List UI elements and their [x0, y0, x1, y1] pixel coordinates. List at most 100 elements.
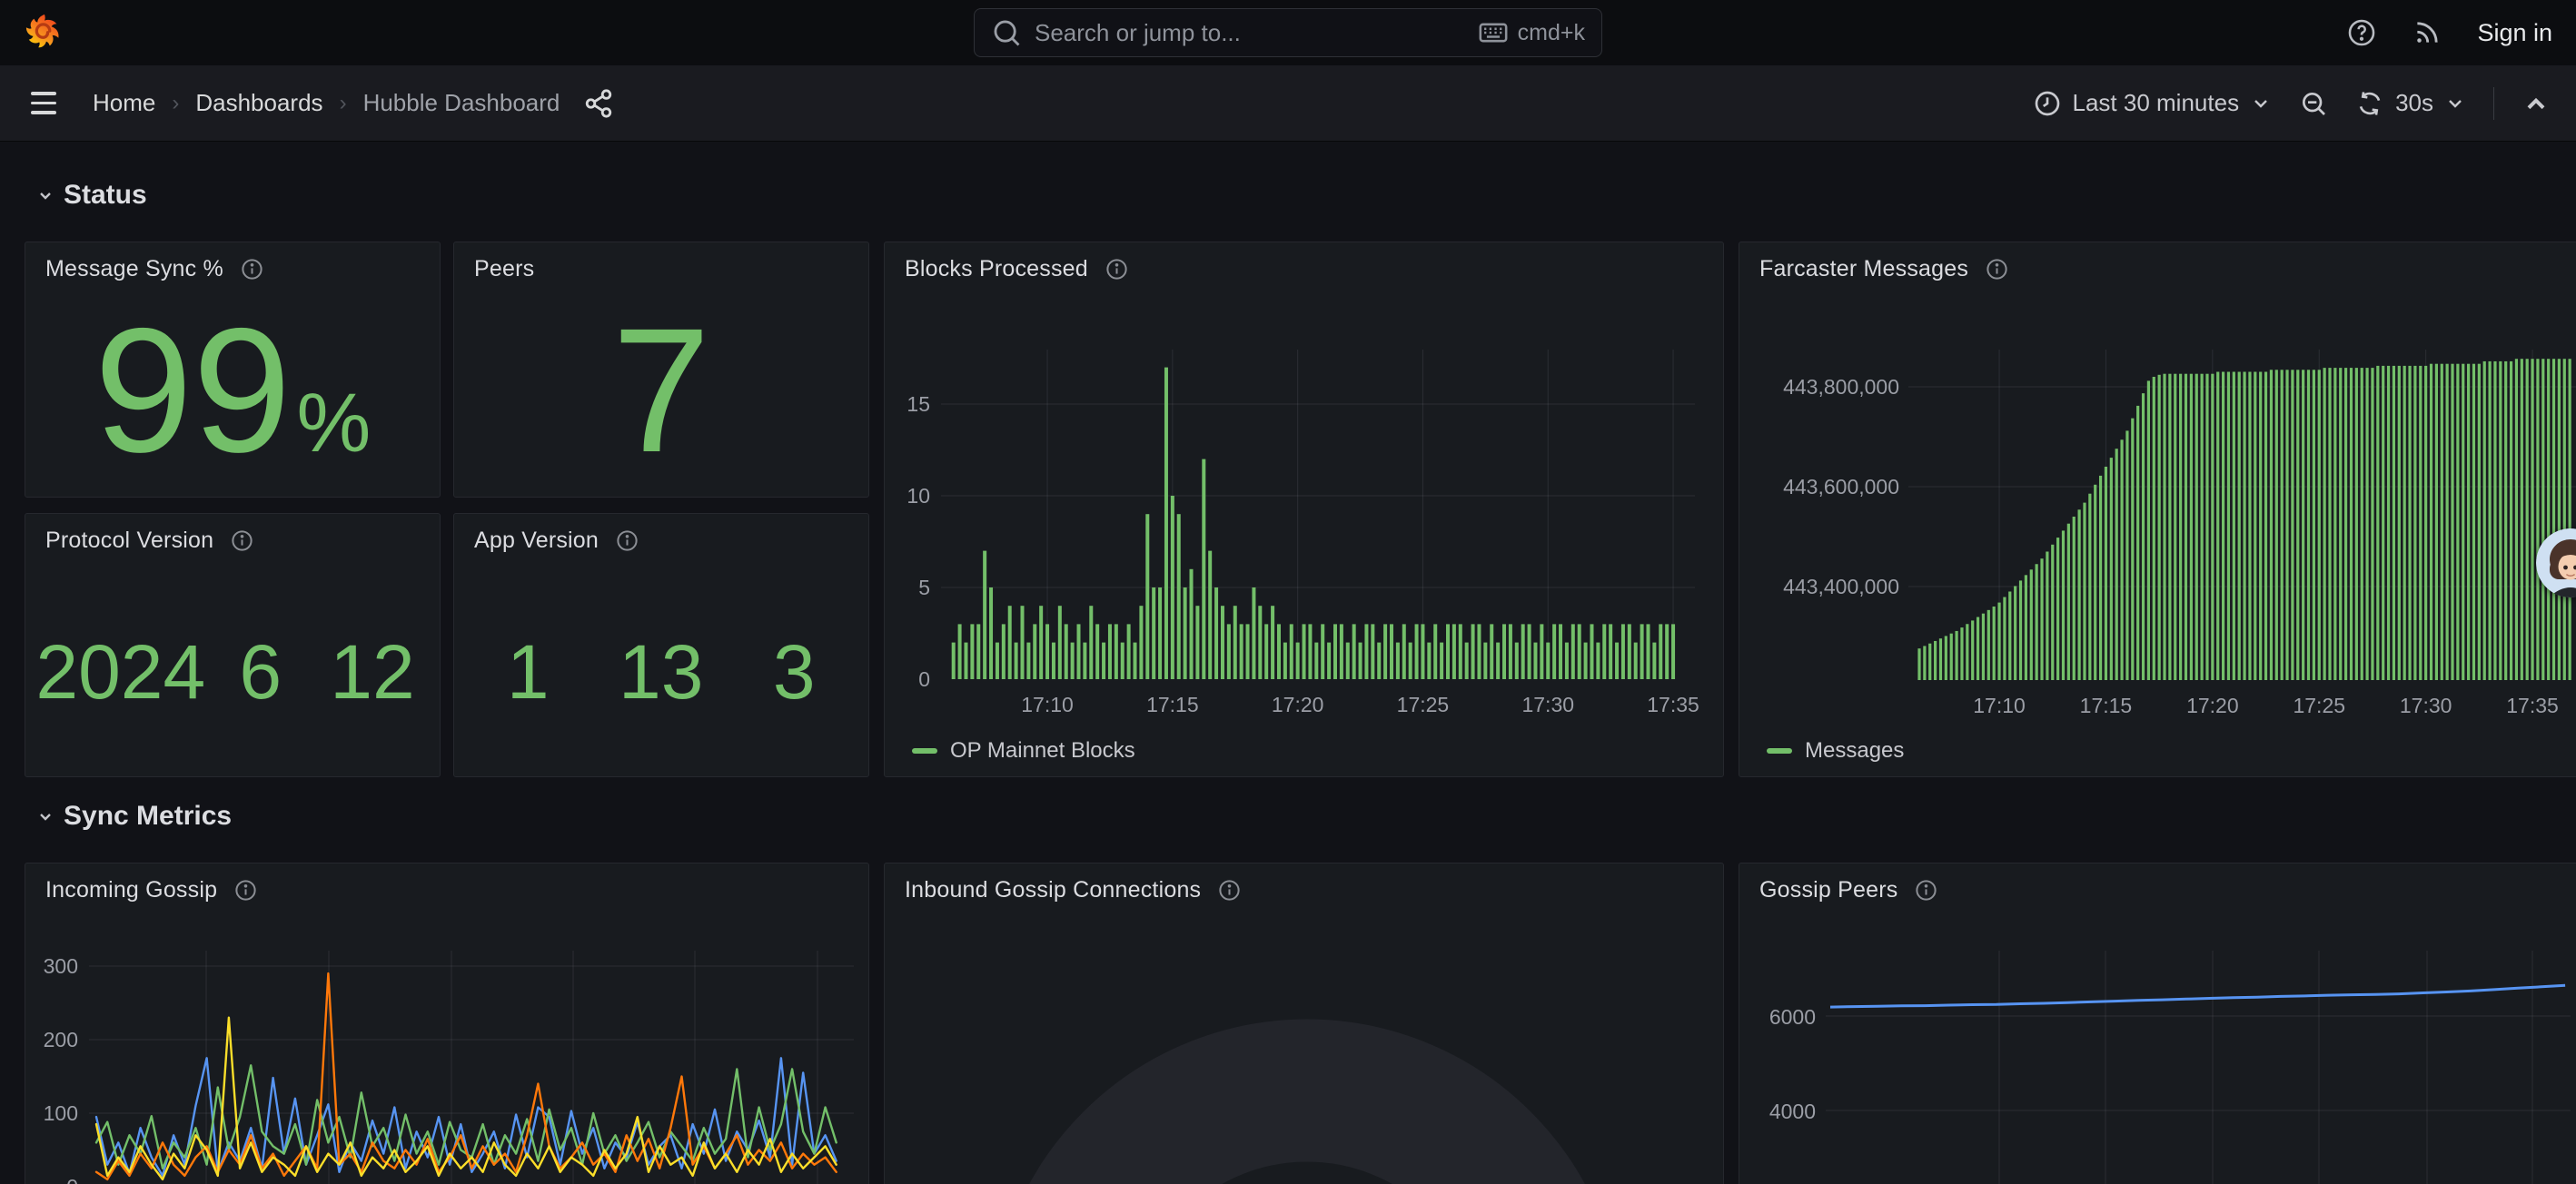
- panel-title[interactable]: Gossip Peers: [1759, 876, 1898, 903]
- svg-text:17:25: 17:25: [2293, 694, 2345, 717]
- refresh-picker[interactable]: 30s: [2355, 89, 2466, 118]
- svg-text:200: 200: [44, 1028, 78, 1051]
- panel-title[interactable]: Farcaster Messages: [1759, 255, 1969, 281]
- search-shortcut-label: cmd+k: [1517, 19, 1585, 45]
- search-icon: [994, 20, 1020, 46]
- stat-value: 12: [330, 628, 415, 715]
- svg-text:0: 0: [918, 667, 930, 691]
- svg-text:443,600,000: 443,600,000: [1783, 475, 1899, 498]
- svg-text:17:30: 17:30: [1521, 693, 1574, 716]
- chevron-right-icon: ›: [339, 90, 347, 115]
- svg-text:17:15: 17:15: [2080, 694, 2133, 717]
- svg-text:0: 0: [66, 1175, 78, 1184]
- svg-text:17:10: 17:10: [1021, 693, 1074, 716]
- panel-message-sync: Message Sync % 99 %: [25, 242, 441, 498]
- panel-peers: Peers 7: [453, 242, 869, 498]
- info-icon[interactable]: [240, 257, 264, 281]
- svg-text:17:35: 17:35: [2506, 694, 2559, 717]
- breadcrumb-home[interactable]: Home: [93, 89, 156, 116]
- time-range-picker[interactable]: Last 30 minutes: [2033, 89, 2273, 118]
- svg-text:300: 300: [44, 954, 78, 978]
- info-icon[interactable]: [1105, 257, 1129, 281]
- stat-value: 2024: [35, 628, 206, 715]
- stat-value: 3: [772, 628, 816, 715]
- svg-text:5: 5: [918, 576, 930, 599]
- clock-icon: [2035, 91, 2059, 115]
- refresh-icon: [2359, 91, 2381, 115]
- panel-blocks-processed: Blocks Processed 17:10 17:15 17:20 17:25 17:…: [884, 242, 1724, 777]
- legend-item[interactable]: OP Mainnet Blocks: [912, 738, 1135, 764]
- panel-title[interactable]: Protocol Version: [45, 527, 214, 553]
- chevron-down-icon: [40, 814, 51, 821]
- svg-text:17:35: 17:35: [1647, 693, 1699, 716]
- svg-text:10: 10: [907, 484, 930, 508]
- chevron-right-icon: ›: [172, 90, 180, 115]
- stat-value: 13: [619, 628, 704, 715]
- blocks-processed-chart[interactable]: 17:10 17:15 17:20 17:25 17:30 17:35 0 5 10 15: [885, 295, 1721, 725]
- svg-text:4000: 4000: [1769, 1100, 1816, 1123]
- grafana-logo-icon[interactable]: [24, 12, 65, 54]
- stat-suffix: %: [296, 376, 372, 469]
- keyboard-icon: [1479, 23, 1508, 43]
- panel-inbound-gossip-connections: Inbound Gossip Connections: [884, 863, 1724, 1184]
- stat-value: 7: [611, 291, 711, 489]
- svg-text:17:20: 17:20: [1272, 693, 1324, 716]
- info-icon[interactable]: [230, 528, 254, 553]
- panel-title[interactable]: Incoming Gossip: [45, 876, 218, 903]
- search-input[interactable]: cmd+k: [974, 8, 1602, 57]
- panel-title[interactable]: App Version: [474, 527, 599, 553]
- menu-toggle-icon[interactable]: [25, 85, 62, 122]
- info-icon[interactable]: [1985, 257, 2009, 281]
- incoming-gossip-chart[interactable]: 0 100 200 300: [25, 914, 867, 1184]
- divider: [2493, 86, 2494, 120]
- farcaster-messages-chart[interactable]: 17:10 17:15 17:20 17:25 17:30 17:35 443,400,00…: [1739, 295, 2576, 725]
- inbound-gossip-gauge[interactable]: [885, 914, 1721, 1184]
- panel-title[interactable]: Blocks Processed: [905, 255, 1088, 281]
- legend-color: [1767, 748, 1792, 754]
- top-nav-actions: Sign in: [2346, 17, 2552, 48]
- info-icon[interactable]: [233, 878, 258, 903]
- help-icon[interactable]: [2346, 17, 2377, 48]
- section-sync-metrics-toggle[interactable]: Sync Metrics: [35, 801, 232, 832]
- svg-text:17:30: 17:30: [2400, 694, 2452, 717]
- svg-text:17:15: 17:15: [1146, 693, 1199, 716]
- section-title: Sync Metrics: [64, 801, 233, 831]
- legend-item[interactable]: Messages: [1767, 738, 1904, 764]
- legend-label: Messages: [1805, 738, 1905, 763]
- collapse-chevron-up-icon[interactable]: [2522, 89, 2551, 118]
- refresh-interval-label: 30s: [2395, 89, 2433, 116]
- info-icon[interactable]: [1914, 878, 1938, 903]
- svg-text:443,400,000: 443,400,000: [1783, 575, 1899, 598]
- chevron-down-icon: [2449, 99, 2462, 108]
- svg-text:100: 100: [44, 1101, 78, 1125]
- time-controls: Last 30 minutes 30s: [2033, 86, 2551, 120]
- svg-text:17:10: 17:10: [1973, 694, 2026, 717]
- svg-text:6000: 6000: [1769, 1005, 1816, 1029]
- stat-value: 99 %: [94, 291, 372, 489]
- info-icon[interactable]: [1217, 878, 1242, 903]
- breadcrumb: Home › Dashboards › Hubble Dashboard: [93, 89, 560, 117]
- section-status-toggle[interactable]: Status: [35, 180, 147, 211]
- panel-app-version: App Version 1 13 3: [453, 513, 869, 777]
- share-icon[interactable]: [583, 88, 614, 119]
- legend-color: [912, 748, 937, 754]
- panel-title[interactable]: Inbound Gossip Connections: [905, 876, 1202, 903]
- zoom-out-icon[interactable]: [2299, 89, 2328, 118]
- top-nav: cmd+k Sign in: [0, 0, 2576, 65]
- stat-value: 6: [239, 628, 282, 715]
- gossip-peers-chart[interactable]: 6000 4000: [1739, 914, 2576, 1184]
- legend-label: OP Mainnet Blocks: [950, 738, 1135, 763]
- section-title: Status: [64, 180, 147, 210]
- info-icon[interactable]: [615, 528, 639, 553]
- chat-widget-avatar[interactable]: [2536, 528, 2576, 597]
- search-field[interactable]: [1035, 18, 1465, 47]
- panel-title[interactable]: Message Sync %: [45, 255, 223, 281]
- panel-gossip-peers: Gossip Peers 6000 4000: [1739, 863, 2576, 1184]
- panel-protocol-version: Protocol Version 2024 6 12: [25, 513, 441, 777]
- panel-farcaster-messages: Farcaster Messages 17:10 17:15 17:20 17:25 1…: [1739, 242, 2576, 777]
- panel-title[interactable]: Peers: [474, 255, 535, 281]
- breadcrumb-dashboards[interactable]: Dashboards: [195, 89, 323, 116]
- news-rss-icon[interactable]: [2412, 17, 2442, 48]
- sign-in-link[interactable]: Sign in: [2477, 18, 2552, 46]
